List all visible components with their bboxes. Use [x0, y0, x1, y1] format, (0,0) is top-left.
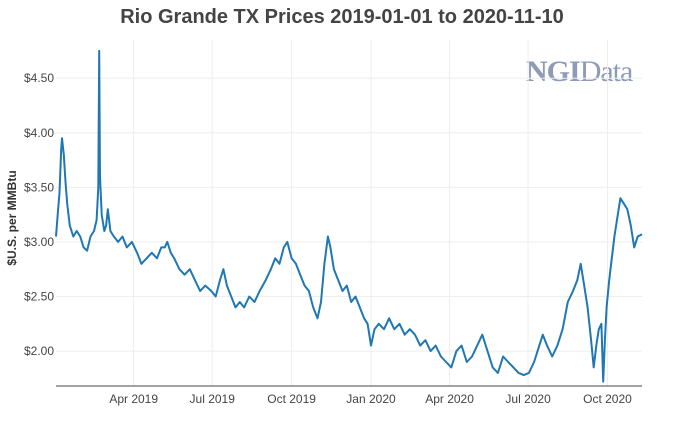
y-axis-title: $U.S. per MMBtu [5, 170, 19, 265]
price-series-line [55, 49, 643, 383]
y-tick-label: $3.00 [24, 235, 54, 249]
y-axis-ticks: $2.00 $2.50 $3.00 $3.50 $4.00 $4.50 [24, 71, 54, 358]
y-tick-label: $4.00 [24, 126, 54, 140]
x-tick-label: Oct 2020 [583, 392, 632, 406]
x-tick-label: Apr 2020 [425, 392, 474, 406]
x-tick-label: Apr 2019 [109, 392, 158, 406]
chart-title: Rio Grande TX Prices 2019-01-01 to 2020-… [120, 6, 564, 28]
x-tick-label: Jul 2020 [505, 392, 551, 406]
y-tick-label: $4.50 [24, 71, 54, 85]
x-tick-label: Jan 2020 [346, 392, 396, 406]
x-tick-label: Oct 2019 [267, 392, 316, 406]
x-axis-ticks: Apr 2019 Jul 2019 Oct 2019 Jan 2020 Apr 2020… [109, 392, 632, 406]
y-tick-label: $2.50 [24, 289, 54, 303]
x-tick-label: Jul 2019 [190, 392, 236, 406]
y-tick-label: $2.00 [24, 344, 54, 358]
gridlines [56, 40, 642, 386]
ngi-data-logo: NGIData [526, 55, 633, 88]
y-tick-label: $3.50 [24, 180, 54, 194]
